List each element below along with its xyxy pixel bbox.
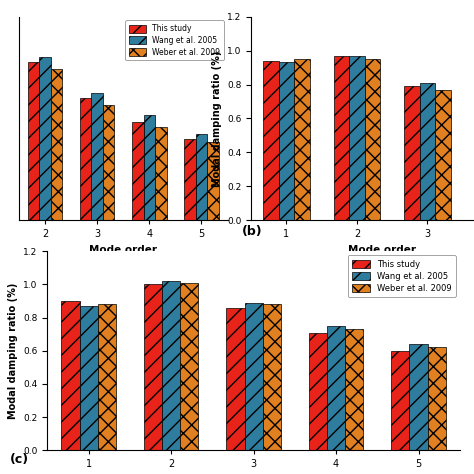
Bar [245, 303, 263, 450]
Y-axis label: Modal damping ratio (%): Modal damping ratio (%) [8, 283, 18, 419]
Bar [227, 308, 245, 450]
Bar [279, 63, 294, 220]
Bar [144, 115, 155, 220]
Bar [62, 301, 80, 450]
Legend: This study, Wang et al. 2005, Weber et al. 2009: This study, Wang et al. 2005, Weber et a… [125, 20, 224, 60]
Bar [196, 134, 207, 220]
Bar [404, 86, 419, 220]
Bar [80, 98, 91, 220]
X-axis label: Mode order: Mode order [89, 245, 157, 255]
Bar [39, 57, 51, 220]
Bar [419, 83, 435, 220]
Bar [91, 93, 103, 220]
Bar [349, 55, 365, 220]
Bar [28, 63, 39, 220]
Y-axis label: Modal damping ratio (%): Modal damping ratio (%) [211, 50, 221, 187]
Bar [263, 61, 279, 220]
Bar [103, 105, 114, 220]
Bar [162, 281, 180, 450]
Bar [365, 59, 380, 220]
Bar [180, 283, 198, 450]
Bar [334, 55, 349, 220]
Bar [207, 142, 219, 220]
Bar [51, 69, 62, 220]
Bar [155, 127, 166, 220]
Bar [132, 122, 144, 220]
Bar [428, 347, 446, 450]
Text: (b): (b) [242, 225, 263, 238]
Bar [263, 304, 281, 450]
Bar [410, 344, 428, 450]
Bar [392, 351, 410, 450]
Bar [327, 326, 345, 450]
Bar [98, 304, 116, 450]
Text: (c): (c) [9, 453, 28, 465]
Bar [294, 59, 310, 220]
Bar [435, 90, 451, 220]
Bar [184, 139, 196, 220]
Bar [345, 329, 363, 450]
X-axis label: Mode order: Mode order [347, 245, 416, 255]
Bar [144, 284, 162, 450]
Bar [309, 333, 327, 450]
Legend: This study, Wang et al. 2005, Weber et al. 2009: This study, Wang et al. 2005, Weber et a… [347, 255, 456, 297]
Bar [80, 306, 98, 450]
